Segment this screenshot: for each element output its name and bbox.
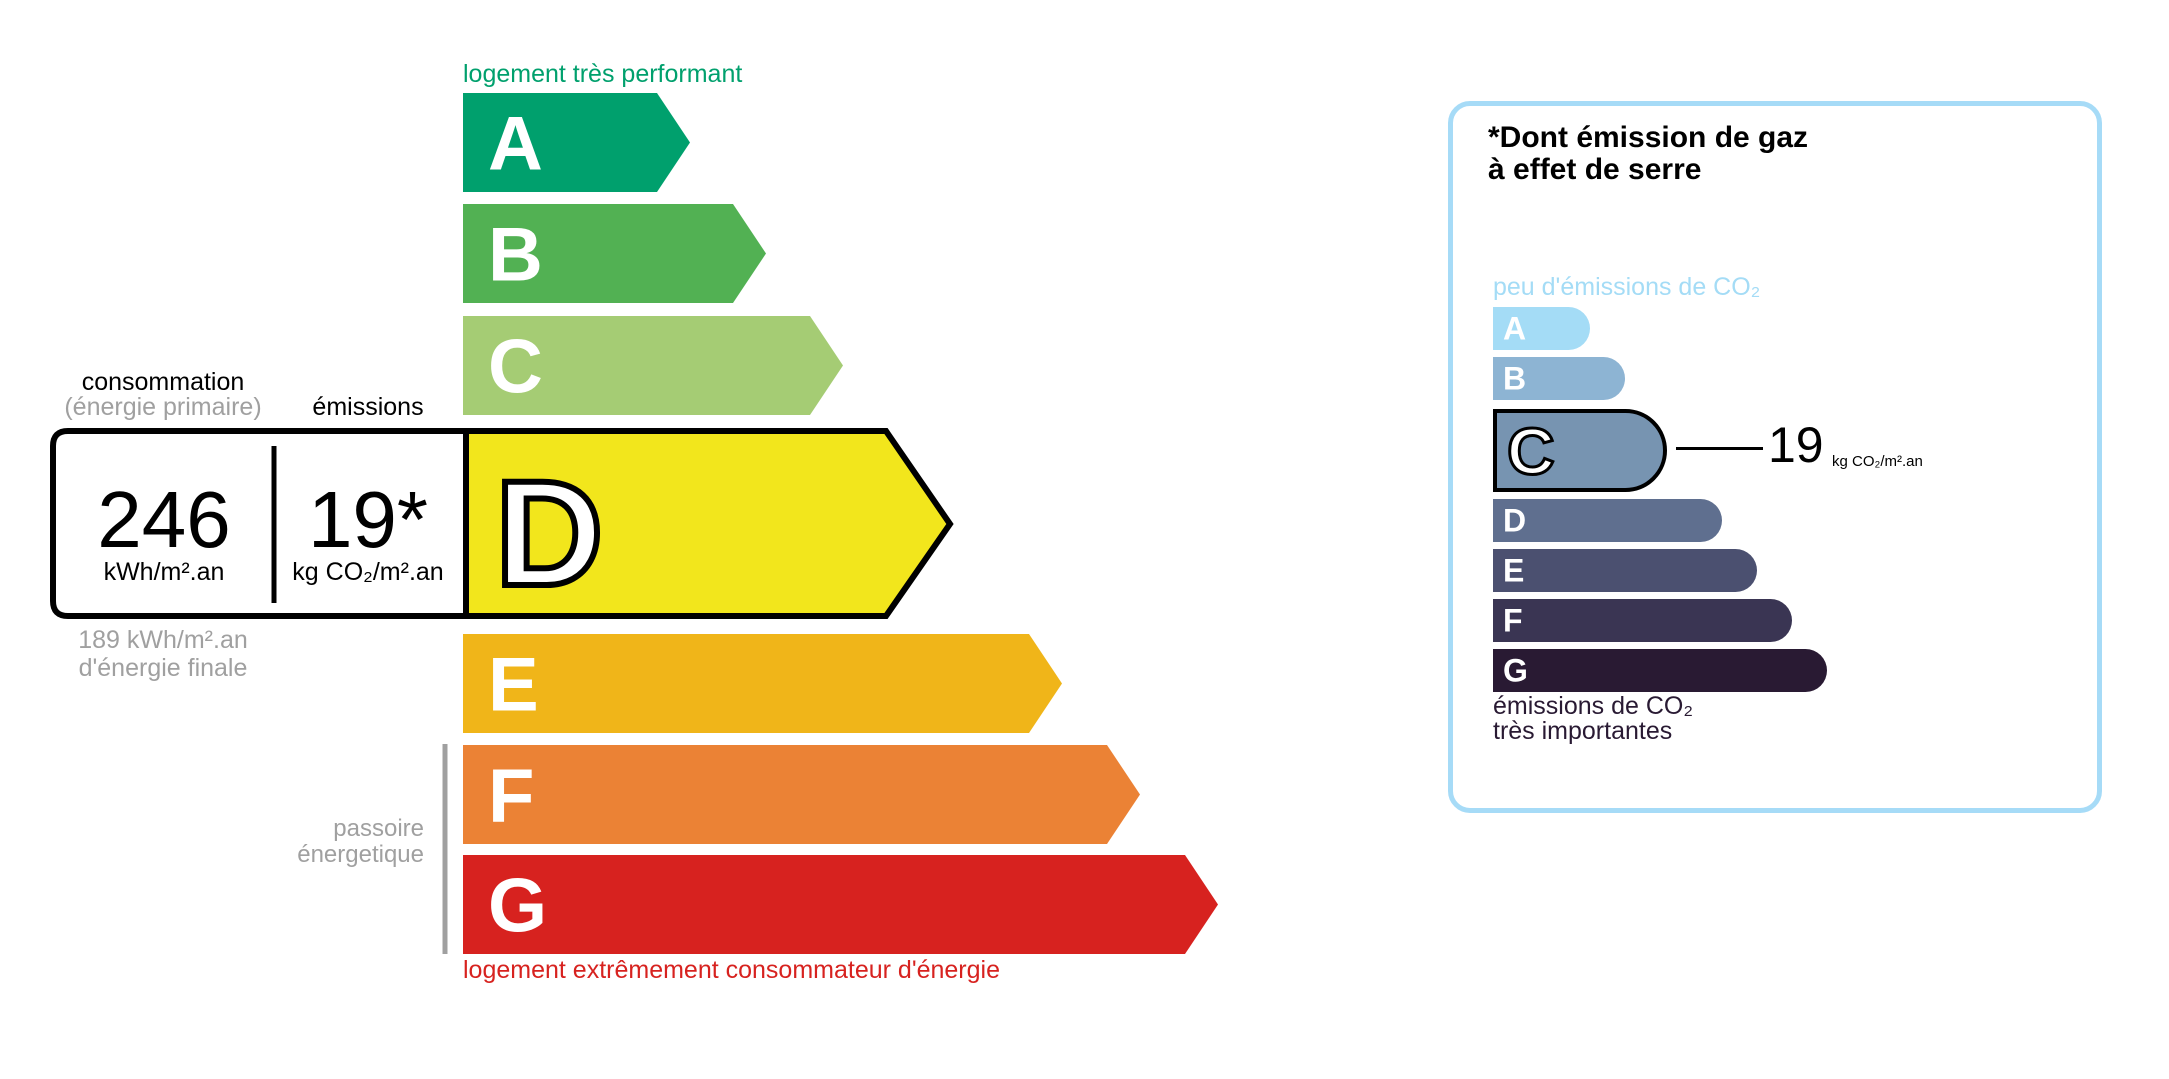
ges-bar-letter: C [1506, 412, 1557, 489]
ges-title-line1: *Dont émission de gaz [1488, 121, 1809, 154]
ges-bar-letter: G [1503, 652, 1528, 688]
ges-bar-e: E [1493, 549, 1757, 592]
ges-bar-letter: E [1503, 552, 1525, 588]
ges-bar-letter: A [1503, 310, 1527, 346]
consumption-unit: kWh/m².an [103, 558, 225, 586]
current-class-box [50, 428, 469, 619]
energy-top-label: logement très performant [463, 60, 743, 88]
energy-bottom-label: logement extrêmement consommateur d'éner… [463, 956, 1000, 984]
passoire-label-line2: énergetique [297, 841, 424, 868]
ges-unit: kg CO₂/m².an [1832, 453, 1923, 470]
energy-bar-f [463, 745, 1140, 844]
ges-title-line2: à effet de serre [1488, 153, 1702, 186]
energy-bar-letter: C [488, 325, 543, 410]
final-energy-value: 189 kWh/m².an [78, 626, 248, 654]
ges-bar-letter: F [1503, 602, 1523, 638]
final-energy-label: d'énergie finale [78, 654, 248, 682]
current-class-letter: D [495, 449, 603, 617]
ges-panel [1448, 101, 2102, 813]
energy-bar-a [463, 93, 690, 192]
emissions-unit: kg CO₂/m².an [292, 558, 444, 586]
energy-bar-letter: B [488, 213, 543, 298]
ges-bar-c: C [1493, 409, 1667, 492]
energy-bar-b [463, 204, 766, 303]
ges-value: 19 [1768, 417, 1824, 473]
passoire-label: passoire énergetique [297, 816, 424, 868]
energy-bar-letter: F [488, 754, 534, 839]
energy-bar-e [463, 634, 1062, 733]
ges-bar-f: F [1493, 599, 1792, 642]
consumption-sub-label: (énergie primaire) [64, 393, 262, 421]
emissions-label: émissions [312, 393, 424, 421]
emissions-value: 19* [307, 475, 429, 564]
consumption-value: 246 [97, 475, 231, 564]
ges-value-connector [1676, 447, 1763, 450]
ges-bar-letter: B [1503, 360, 1527, 396]
ges-bar-a: A [1493, 307, 1590, 350]
ges-title: *Dont émission de gaz à effet de serre [1488, 122, 1808, 186]
energy-bar-letter: G [488, 864, 547, 949]
ges-bar-g: G [1493, 649, 1827, 692]
ges-bottom-label-line2: très importantes [1493, 717, 1673, 745]
ges-bar-letter: D [1503, 502, 1527, 538]
energy-bar-letter: E [488, 643, 539, 728]
energy-bar-letter: A [488, 102, 543, 187]
consumption-label: consommation [81, 368, 245, 396]
energy-bar-c [463, 316, 843, 415]
ges-bar-d: D [1493, 499, 1722, 542]
ges-top-label: peu d'émissions de CO₂ [1493, 273, 1761, 301]
ges-bottom-label: émissions de CO₂ très importantes [1493, 694, 1693, 744]
ges-bar-b: B [1493, 357, 1625, 400]
energy-bar-g [463, 855, 1218, 954]
ges-bottom-label-line1: émissions de CO₂ [1493, 692, 1694, 720]
energy-bar-d [463, 428, 954, 619]
passoire-label-line1: passoire [333, 815, 424, 842]
